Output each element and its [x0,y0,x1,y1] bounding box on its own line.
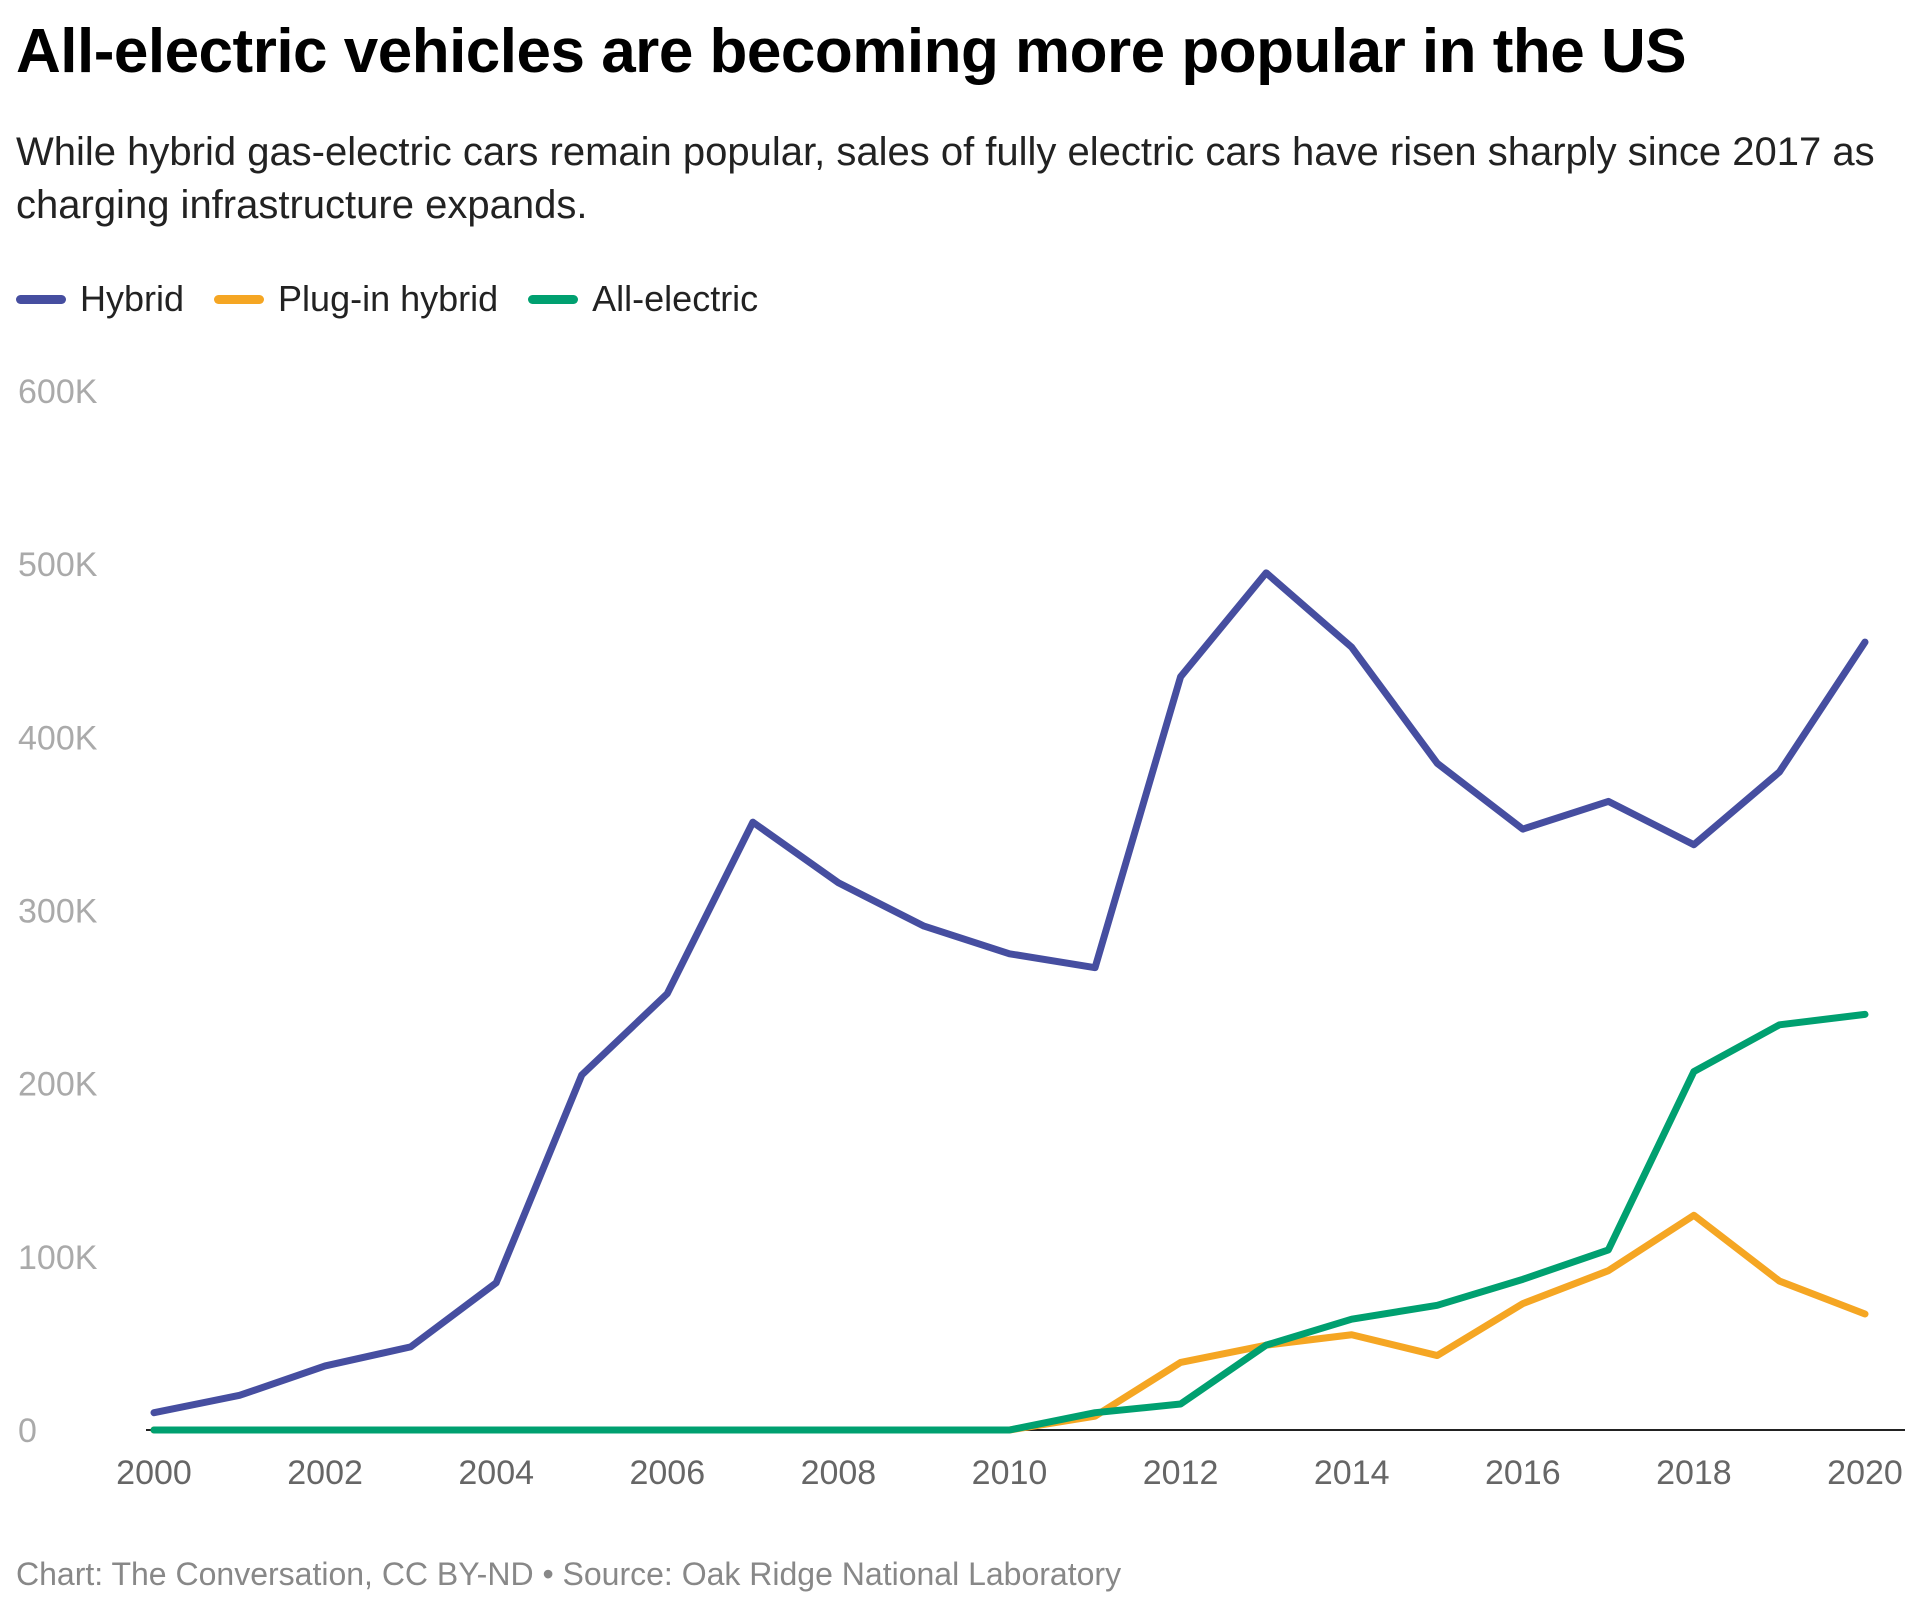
legend-label-plug-in-hybrid: Plug-in hybrid [278,278,499,319]
legend-item-plug-in-hybrid: Plug-in hybrid [214,278,498,320]
x-tick-label: 2002 [287,1454,363,1492]
x-tick-label: 2014 [1314,1454,1390,1492]
legend-item-all-electric: All-electric [528,278,758,320]
y-tick-label: 0 [18,1412,37,1450]
series-line-all-electric [150,1010,1869,1434]
series-line-hybrid [150,569,1869,1417]
legend-swatch-plug-in-hybrid [214,294,265,304]
y-tick-label: 500K [18,546,98,584]
x-tick-label: 2018 [1656,1454,1732,1492]
legend-swatch-hybrid [16,294,66,304]
y-tick-label: 100K [18,1239,98,1277]
chart-title: All-electric vehicles are becoming more … [16,17,1687,86]
legend: Hybrid Plug-in hybrid All-electric [16,278,758,320]
legend-label-all-electric: All-electric [592,278,759,319]
y-tick-label: 200K [18,1066,98,1104]
legend-item-hybrid: Hybrid [16,278,184,320]
chart-footer: Chart: The Conversation, CC BY-ND • Sour… [16,1556,1122,1592]
legend-label-hybrid: Hybrid [80,278,185,319]
x-tick-label: 2006 [629,1454,705,1492]
x-tick-label: 2004 [458,1454,534,1492]
legend-swatch-all-electric [528,294,579,304]
chart-subtitle: While hybrid gas-electric cars remain po… [16,130,1875,227]
y-tick-label: 400K [18,719,98,757]
x-tick-label: 2008 [801,1454,877,1492]
x-tick-label: 2016 [1485,1454,1561,1492]
y-tick-label: 600K [18,373,98,411]
x-tick-label: 2020 [1827,1454,1903,1492]
x-tick-label: 2000 [116,1454,192,1492]
x-tick-label: 2010 [972,1454,1048,1492]
x-tick-label: 2012 [1143,1454,1219,1492]
y-tick-label: 300K [18,893,98,931]
